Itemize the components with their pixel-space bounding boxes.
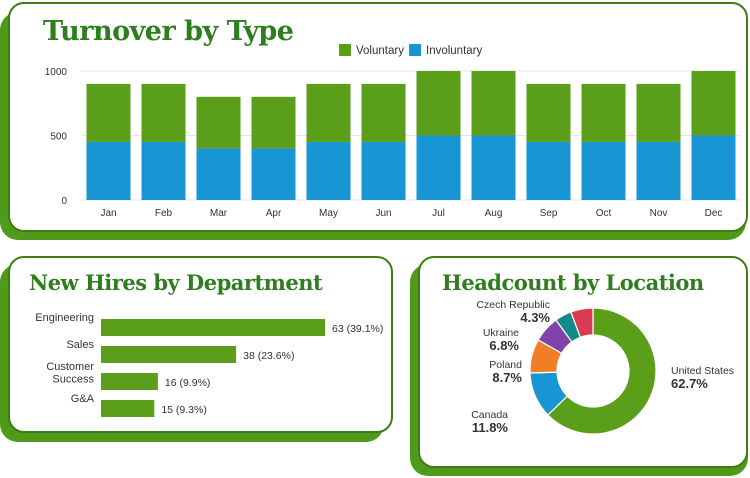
donut-label-value: 11.8% [472, 420, 509, 435]
bar-involuntary-apr [251, 148, 296, 200]
hires-category-label: Customer [46, 361, 94, 373]
hires-bar-1 [101, 346, 237, 363]
turnover-title: Turnover by Type [43, 16, 294, 47]
bar-voluntary-sep [526, 83, 571, 142]
x-tick-label: Jun [375, 208, 391, 219]
x-tick-label: Dec [705, 208, 723, 219]
donut-label-value: 6.8% [489, 338, 519, 353]
donut-label-value: 8.7% [492, 370, 522, 385]
bar-involuntary-jun [361, 141, 406, 200]
donut-label-name: United States [671, 365, 734, 377]
x-tick-label: Mar [210, 208, 228, 219]
hires-category-label: G&A [71, 393, 95, 405]
x-tick-label: Oct [596, 208, 612, 219]
bar-voluntary-apr [251, 96, 296, 149]
bar-voluntary-jan [86, 83, 131, 142]
donut-slice-other [570, 307, 594, 339]
bar-voluntary-nov [636, 83, 681, 142]
donut-label-name: Poland [489, 359, 522, 371]
involuntary-legend-swatch [409, 44, 421, 56]
bar-involuntary-mar [196, 148, 241, 200]
hires-category-label: Sales [66, 339, 94, 351]
bar-involuntary-nov [636, 141, 681, 200]
bar-involuntary-may [306, 141, 351, 200]
new-hires-chart: 63 (39.1%) Engineering 38 (23.6%) Sales 16 (… [35, 312, 383, 417]
hires-category-label: Engineering [35, 312, 94, 324]
x-tick-label: Sep [540, 208, 558, 219]
x-tick-label: May [319, 208, 338, 219]
bar-involuntary-oct [581, 141, 626, 200]
hires-category-label: Success [52, 374, 94, 386]
voluntary-legend-label: Voluntary [356, 45, 404, 57]
hires-data-label: 16 (9.9%) [165, 377, 211, 389]
x-tick-label: Aug [485, 208, 503, 219]
hires-bar-3 [101, 400, 155, 417]
x-tick-label: Jul [432, 208, 445, 219]
x-tick-label: Nov [650, 208, 668, 219]
bar-voluntary-oct [581, 83, 626, 142]
headcount-card: Headcount by Location United States 62.7%… [418, 256, 748, 468]
bar-involuntary-sep [526, 141, 571, 200]
headcount-title: Headcount by Location [442, 270, 704, 295]
y-tick-label: 0 [61, 196, 67, 207]
bar-voluntary-jul [416, 71, 461, 136]
donut-slice-united-states [547, 307, 657, 435]
hires-data-label: 63 (39.1%) [332, 323, 383, 335]
donut-label-value: 62.7% [671, 376, 708, 391]
y-tick-label: 1000 [45, 67, 68, 78]
hires-data-label: 38 (23.6%) [243, 350, 294, 362]
new-hires-title: New Hires by Department [29, 270, 323, 295]
bar-voluntary-mar [196, 96, 241, 149]
voluntary-legend-swatch [339, 44, 351, 56]
bar-involuntary-dec [691, 135, 736, 200]
hires-data-label: 15 (9.3%) [161, 404, 207, 416]
bar-involuntary-jan [86, 141, 131, 200]
bar-voluntary-jun [361, 83, 406, 142]
bar-involuntary-aug [471, 135, 516, 200]
hires-bar-0 [101, 319, 325, 336]
turnover-chart: Voluntary Involuntary 0 500 1000 Jan Feb Mar Ap… [45, 44, 741, 219]
bar-involuntary-jul [416, 135, 461, 200]
bar-voluntary-may [306, 83, 351, 142]
y-tick-label: 500 [50, 132, 67, 143]
x-tick-label: Apr [266, 208, 282, 219]
new-hires-card: New Hires by Department 63 (39.1%) Engine… [8, 256, 393, 433]
donut-label-name: Canada [471, 409, 508, 421]
bar-voluntary-feb [141, 83, 186, 142]
x-tick-label: Jan [100, 208, 116, 219]
turnover-card: Turnover by Type Voluntary Involuntary 0 5… [8, 2, 748, 232]
involuntary-legend-label: Involuntary [426, 45, 483, 57]
x-tick-label: Feb [155, 208, 173, 219]
donut-label-value: 4.3% [520, 310, 550, 325]
hires-bar-2 [101, 373, 158, 390]
bar-voluntary-aug [471, 71, 516, 136]
donut-label-name: Ukraine [483, 327, 519, 339]
bar-involuntary-feb [141, 141, 186, 200]
bar-voluntary-dec [691, 71, 736, 136]
donut-label-name: Czech Republic [476, 299, 550, 311]
